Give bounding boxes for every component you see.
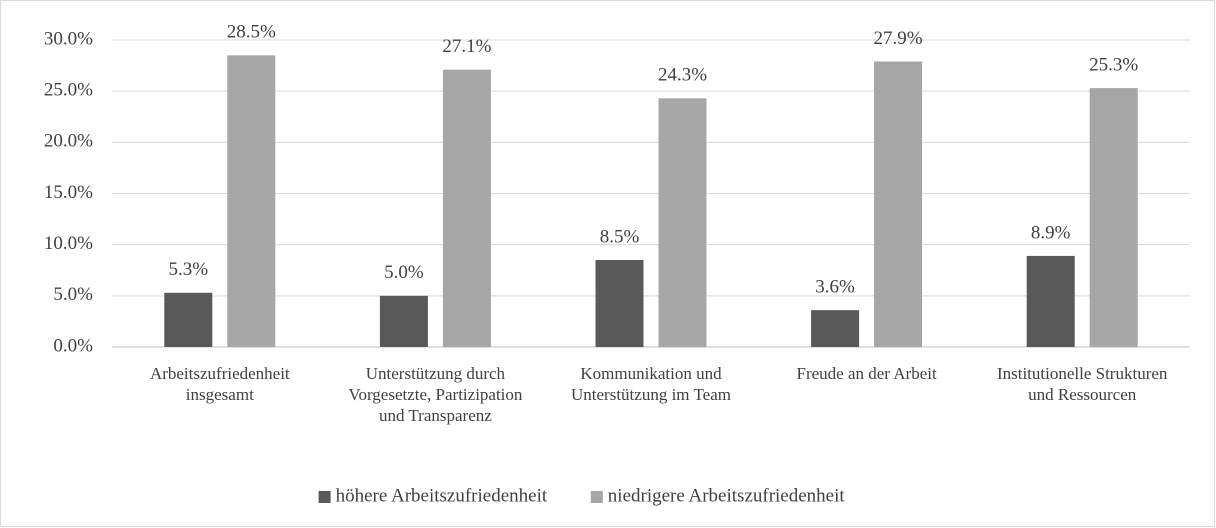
- bar: [442, 69, 491, 347]
- bar: [227, 55, 276, 347]
- value-label: 8.9%: [1031, 222, 1071, 243]
- bar: [379, 295, 428, 347]
- bar: [874, 61, 923, 348]
- value-label: 27.9%: [874, 28, 923, 49]
- bar: [658, 98, 707, 347]
- x-tick-label: Institutionelle Strukturen und Ressource…: [996, 364, 1168, 404]
- bar: [1089, 88, 1138, 347]
- y-tick-label: 30.0%: [44, 28, 93, 49]
- y-tick-label: 25.0%: [44, 80, 93, 101]
- x-tick-label: Kommunikation und Unterstützung im Team: [571, 364, 731, 404]
- value-label: 25.3%: [1089, 54, 1138, 75]
- value-label: 8.5%: [600, 226, 640, 247]
- legend-label: niedrigere Arbeitszufriedenheit: [608, 485, 846, 506]
- x-tick-label: Unterstützung durch Vorgesetzte, Partizi…: [348, 364, 523, 425]
- bar: [164, 292, 213, 347]
- value-label: 5.3%: [169, 259, 209, 280]
- legend-swatch: [590, 491, 603, 503]
- y-tick-label: 0.0%: [53, 335, 93, 356]
- bar: [595, 260, 644, 347]
- legend-swatch: [318, 491, 331, 503]
- value-label: 24.3%: [658, 65, 707, 86]
- y-tick-label: 20.0%: [44, 131, 93, 152]
- y-tick-label: 5.0%: [53, 284, 93, 305]
- bar: [811, 310, 860, 347]
- x-tick-label: Arbeitszufriedenheit insgesamt: [149, 364, 290, 404]
- y-tick-label: 15.0%: [44, 182, 93, 203]
- x-tick-label: Freude an der Arbeit: [796, 364, 937, 383]
- value-label: 28.5%: [227, 22, 276, 43]
- bar: [1026, 255, 1075, 347]
- legend-label: höhere Arbeitszufriedenheit: [336, 485, 548, 506]
- y-tick-label: 10.0%: [44, 233, 93, 254]
- value-label: 5.0%: [384, 262, 424, 283]
- value-label: 3.6%: [815, 277, 855, 298]
- value-label: 27.1%: [442, 36, 491, 57]
